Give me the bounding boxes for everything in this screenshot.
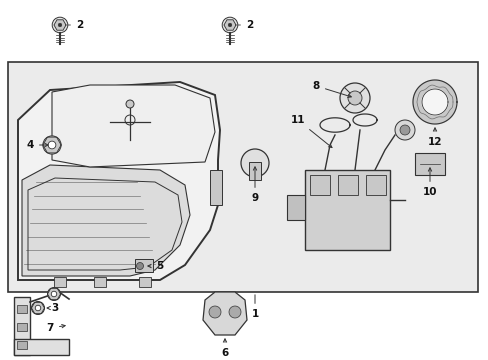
Circle shape: [228, 306, 241, 318]
Circle shape: [208, 306, 221, 318]
Bar: [135, 259, 153, 272]
Bar: [14, 339, 69, 355]
Text: 11: 11: [290, 115, 331, 148]
Text: 1: 1: [251, 295, 258, 319]
Bar: [365, 175, 385, 195]
Polygon shape: [412, 80, 456, 124]
Bar: [54, 277, 66, 287]
Text: 5: 5: [147, 261, 163, 271]
Circle shape: [43, 136, 61, 154]
Circle shape: [399, 125, 409, 135]
Bar: [414, 153, 444, 175]
Bar: [139, 277, 151, 287]
Text: 10: 10: [422, 168, 436, 197]
Bar: [94, 277, 106, 287]
Bar: [8, 62, 477, 292]
Text: 6: 6: [221, 339, 228, 358]
Circle shape: [52, 17, 68, 33]
Circle shape: [136, 262, 143, 270]
Circle shape: [126, 100, 134, 108]
Text: 2: 2: [238, 20, 253, 30]
Circle shape: [51, 291, 57, 297]
Circle shape: [31, 302, 44, 315]
Bar: [17, 305, 27, 313]
Text: 12: 12: [427, 128, 441, 147]
Circle shape: [222, 17, 237, 33]
Circle shape: [347, 91, 361, 105]
Bar: [305, 170, 389, 250]
Bar: [248, 162, 261, 180]
Polygon shape: [203, 292, 246, 335]
Polygon shape: [54, 20, 66, 30]
Polygon shape: [22, 165, 190, 276]
Circle shape: [339, 83, 369, 113]
Polygon shape: [286, 195, 305, 220]
Polygon shape: [52, 85, 215, 167]
Polygon shape: [421, 89, 447, 115]
Bar: [209, 170, 222, 205]
Text: 3: 3: [47, 303, 58, 313]
Circle shape: [48, 141, 56, 149]
Circle shape: [228, 23, 231, 27]
Text: 2: 2: [68, 20, 83, 30]
Bar: [17, 323, 27, 331]
Text: 7: 7: [46, 323, 65, 333]
Text: 4: 4: [26, 140, 48, 150]
Bar: [309, 175, 329, 195]
Circle shape: [35, 305, 41, 311]
Polygon shape: [18, 82, 220, 280]
Bar: [17, 341, 27, 349]
Bar: [337, 175, 357, 195]
Circle shape: [241, 149, 268, 177]
Text: 9: 9: [251, 167, 258, 203]
Bar: [14, 297, 30, 355]
Text: 8: 8: [312, 81, 350, 98]
Circle shape: [394, 120, 414, 140]
Circle shape: [58, 23, 61, 27]
Circle shape: [47, 288, 61, 301]
Polygon shape: [224, 20, 236, 30]
